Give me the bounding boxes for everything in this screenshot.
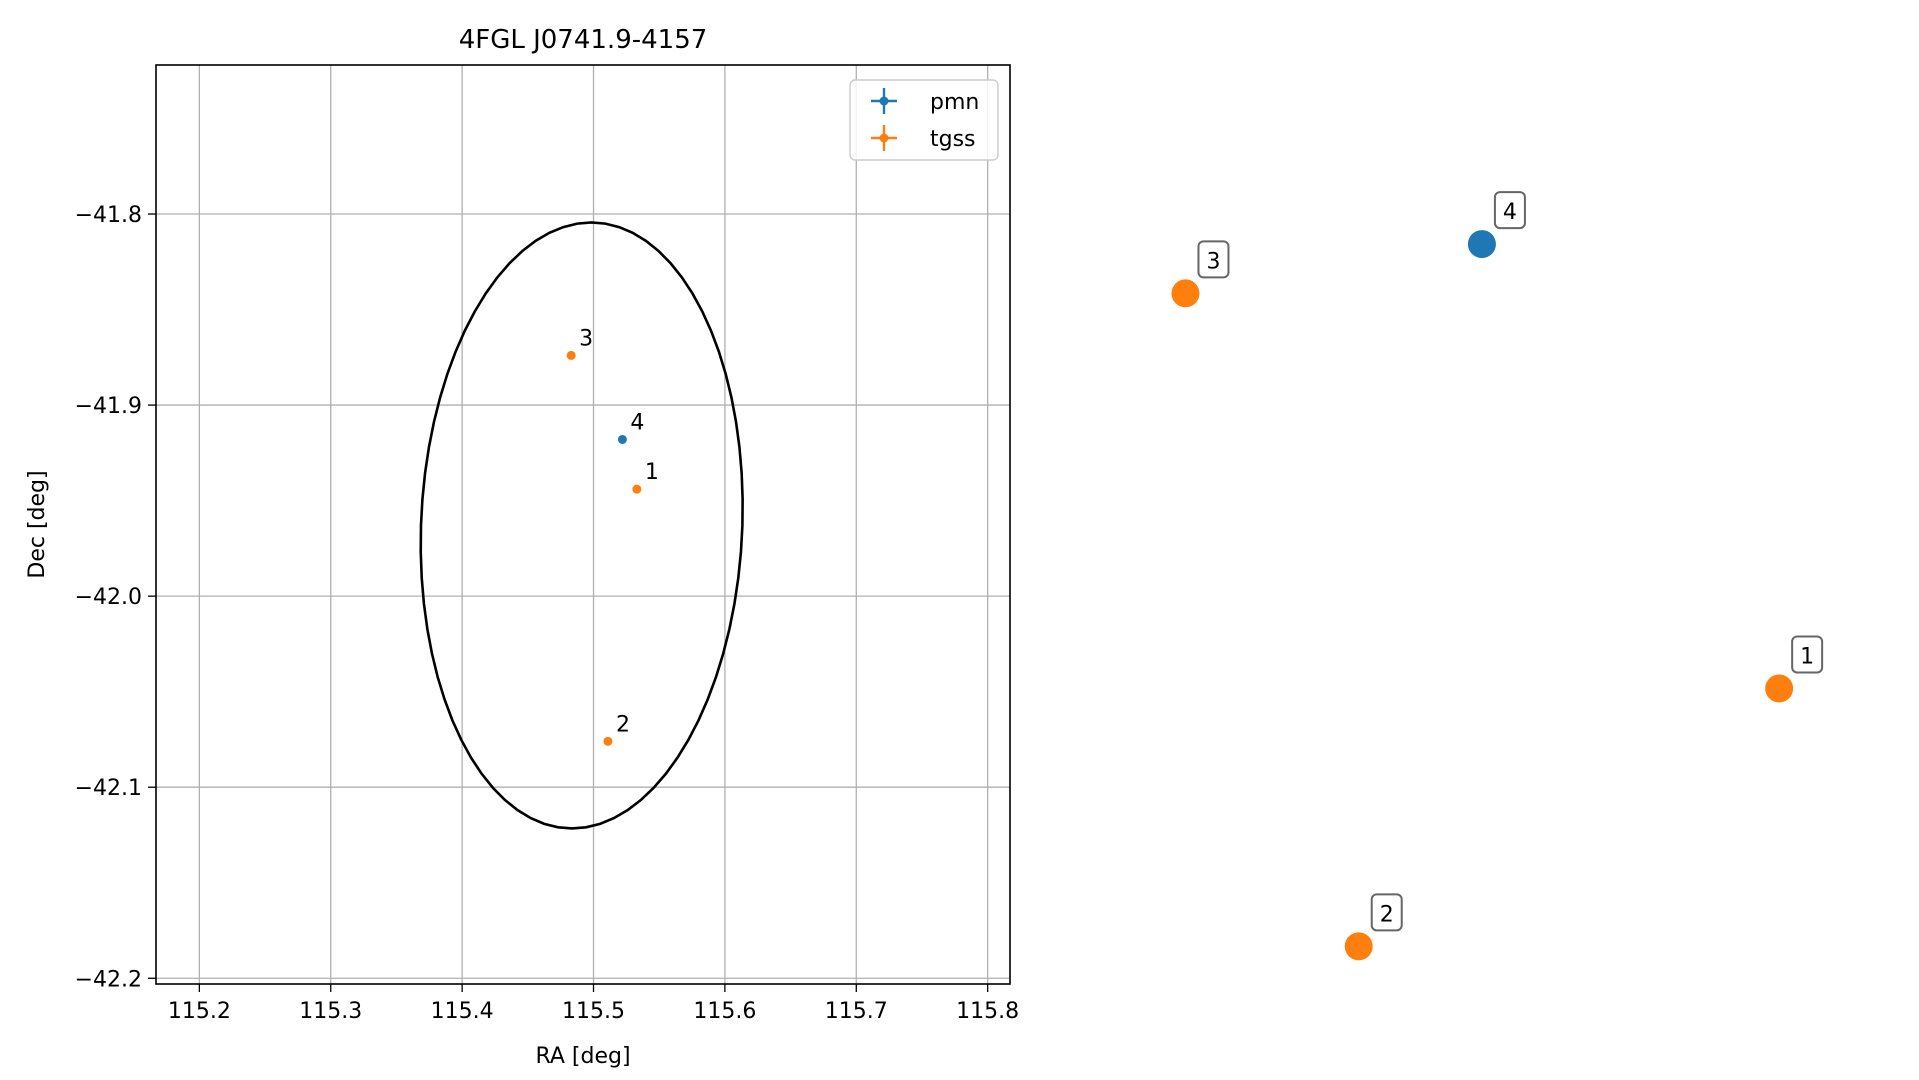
chart-title: 4FGL J0741.9-4157: [459, 25, 708, 55]
plot-frame: [155, 64, 1011, 985]
point-tgss-1: [632, 484, 642, 494]
right-point-label-box: [1493, 191, 1526, 230]
legend-marker-tgss: [871, 125, 897, 151]
legend-marker-pmn: [871, 88, 897, 114]
right-point-label-box: [1370, 893, 1403, 932]
legend: pmn tgss: [849, 79, 999, 161]
x-tick-label: 115.3: [299, 999, 362, 1024]
x-tick-label: 115.2: [168, 999, 231, 1024]
axis-ticks: 115.2 115.3 115.4 115.5 115.6 115.7 115.8 −41.8…: [75, 203, 1020, 1024]
right-point-tgss-1: [1765, 674, 1794, 703]
legend-label-tgss: tgss: [930, 127, 976, 152]
error-ellipse: [419, 221, 744, 830]
right-point-label: 3: [1206, 249, 1220, 274]
right-point-label-box: [1791, 635, 1824, 674]
x-tick-label: 115.7: [825, 999, 888, 1024]
y-axis-label: Dec [deg]: [25, 470, 50, 578]
point-label: 1: [645, 460, 659, 485]
right-point-label-box: [1197, 240, 1230, 279]
right-point-tgss-3: [1171, 279, 1200, 308]
right-point-label: 4: [1503, 200, 1517, 225]
right-point-tgss-2: [1344, 932, 1373, 961]
right-point-label: 1: [1800, 644, 1814, 669]
point-label: 4: [630, 410, 644, 435]
left-scatter-plot: 41 2 3 115.2 115.3 115.4 115.5 115.6 115.7 115.8…: [25, 25, 1019, 1069]
y-tick-label: −42.1: [75, 776, 142, 801]
x-tick-label: 115.4: [431, 999, 494, 1024]
x-tick-label: 115.8: [956, 999, 1019, 1024]
x-axis-label: RA [deg]: [535, 1044, 630, 1069]
x-tick-label: 115.5: [562, 999, 625, 1024]
y-tick-label: −41.9: [75, 394, 142, 419]
right-point-pmn-4: [1467, 230, 1496, 259]
x-tick-label: 115.6: [693, 999, 756, 1024]
point-label: 2: [616, 712, 630, 737]
point-tgss-3: [566, 350, 576, 360]
point-tgss-2: [603, 736, 613, 746]
y-tick-label: −42.2: [75, 967, 142, 992]
legend-label-pmn: pmn: [930, 90, 979, 115]
data-points: 41 2 3: [566, 326, 659, 746]
right-scatter-plot: 4 3 1 2: [1171, 191, 1824, 961]
y-tick-label: −42.0: [75, 585, 142, 610]
y-tick-label: −41.8: [75, 203, 142, 228]
grid: [156, 65, 1010, 984]
point-pmn-4: [617, 434, 627, 444]
error-ellipse-path: [419, 221, 744, 830]
right-point-label: 2: [1380, 902, 1394, 927]
point-label: 3: [579, 326, 593, 351]
